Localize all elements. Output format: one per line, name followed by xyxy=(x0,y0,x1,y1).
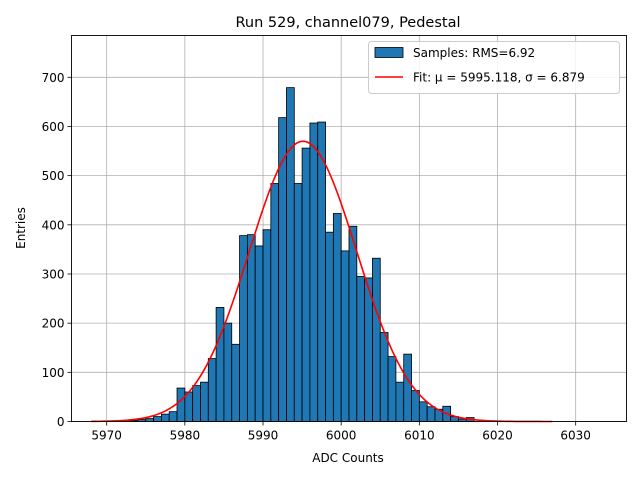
x-tick-label: 5990 xyxy=(248,429,279,443)
histogram-bar xyxy=(200,381,209,422)
histogram-bars xyxy=(121,87,475,422)
histogram-bar xyxy=(426,406,436,422)
histogram-bar xyxy=(395,381,405,422)
y-tick-label: 500 xyxy=(42,169,65,183)
x-tick-label: 6030 xyxy=(560,429,591,443)
histogram-bar xyxy=(168,411,178,422)
histogram-bar xyxy=(301,147,311,422)
histogram-bar xyxy=(379,332,389,422)
histogram-bar xyxy=(411,390,420,422)
histogram-bar xyxy=(286,87,295,422)
histogram-bar xyxy=(387,356,397,422)
x-tick-label: 6010 xyxy=(404,429,435,443)
legend-box xyxy=(368,41,620,94)
histogram-bar xyxy=(340,250,350,422)
y-tick-label: 600 xyxy=(42,120,65,134)
histogram-bar xyxy=(184,391,194,422)
x-tick-label: 6000 xyxy=(326,429,357,443)
x-tick-label: 5980 xyxy=(170,429,201,443)
x-tick-label: 5970 xyxy=(91,429,122,443)
y-tick-label: 0 xyxy=(57,415,65,429)
x-tick-label: 6020 xyxy=(482,429,513,443)
y-tick-label: 200 xyxy=(42,317,65,331)
histogram-bar xyxy=(254,245,264,422)
histogram-bar xyxy=(176,387,186,422)
histogram-bar xyxy=(356,276,366,422)
histogram-bar xyxy=(262,229,272,422)
histogram-bar xyxy=(231,343,240,422)
histogram-bar xyxy=(192,385,201,422)
histogram-bar xyxy=(325,231,334,422)
histogram-bar xyxy=(215,307,225,422)
grid-lines xyxy=(71,35,627,422)
y-tick-label: 300 xyxy=(42,267,65,281)
legend-label-fit: Fit: μ = 5995.118, σ = 6.879 xyxy=(413,71,585,85)
histogram-bar xyxy=(372,257,381,422)
histogram-bar xyxy=(293,183,303,422)
legend-label-samples: Samples: RMS=6.92 xyxy=(413,46,535,60)
y-axis-label: Entries xyxy=(14,207,28,249)
histogram-bar xyxy=(317,121,326,422)
histogram-bar xyxy=(153,416,162,422)
histogram-bar xyxy=(207,358,217,422)
histogram-bar xyxy=(309,122,319,422)
x-axis-label: ADC Counts xyxy=(312,451,384,465)
histogram-bar xyxy=(418,401,428,422)
y-tick-label: 700 xyxy=(42,71,65,85)
histogram-bar xyxy=(332,213,342,422)
histogram-bar xyxy=(223,322,233,422)
histogram-bar xyxy=(348,225,358,422)
x-axis-ticks: 5970 5980 5990 6000 6010 6020 6030 xyxy=(91,421,591,443)
legend-swatch-samples xyxy=(374,47,404,58)
histogram-bar xyxy=(278,117,287,422)
chart-title: Run 529, channel079, Pedestal xyxy=(235,15,460,31)
histogram-bar xyxy=(270,183,280,422)
histogram-bar xyxy=(364,277,373,422)
y-tick-label: 400 xyxy=(42,218,65,232)
plot-frame xyxy=(71,35,627,422)
y-tick-label: 100 xyxy=(42,366,65,380)
fit-curve xyxy=(91,140,553,423)
histogram-bar xyxy=(403,353,412,422)
histogram-bar xyxy=(246,234,256,422)
y-axis-ticks: 0 100 200 300 400 500 600 700 xyxy=(42,71,72,429)
legend: Samples: RMS=6.92 Fit: μ = 5995.118, σ =… xyxy=(368,41,620,94)
histogram-bar xyxy=(160,413,170,422)
